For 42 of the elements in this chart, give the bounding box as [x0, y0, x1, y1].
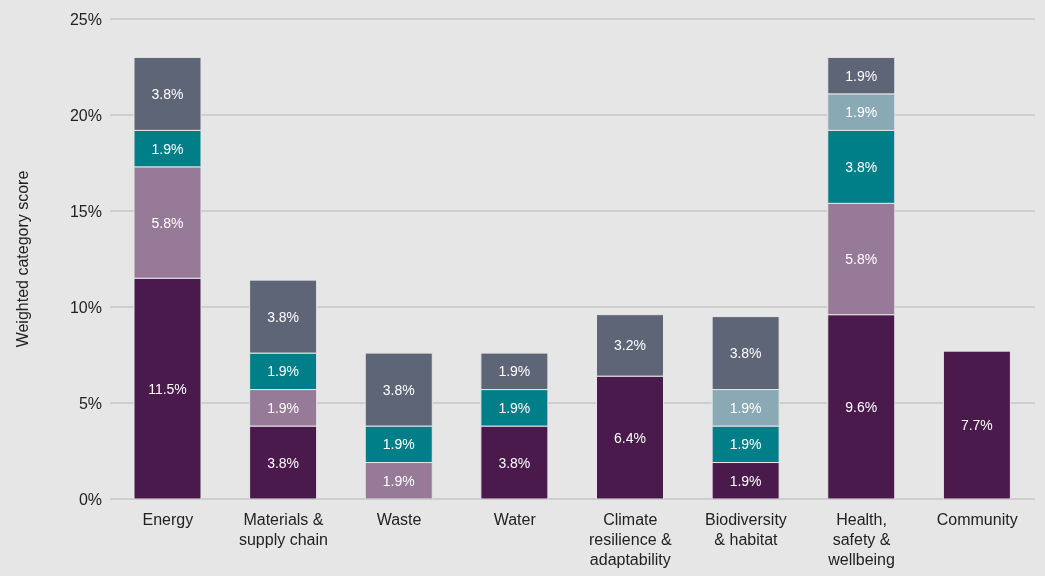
data-label: 1.9% — [498, 363, 531, 380]
y-tick-label: 10% — [69, 298, 102, 316]
data-label: 3.8% — [267, 308, 300, 325]
data-label: 1.9% — [729, 472, 762, 489]
x-tick-label: Health, safety & wellbeing — [827, 511, 895, 568]
y-tick-label: 25% — [69, 10, 102, 28]
data-label: 1.9% — [267, 399, 300, 416]
y-axis-title: Weighted category score — [13, 170, 31, 348]
data-label: 3.8% — [498, 454, 531, 471]
y-tick-label: 0% — [78, 490, 102, 508]
data-label: 5.8% — [845, 251, 878, 267]
y-tick-label: 5% — [78, 394, 102, 412]
data-label: 7.7% — [960, 417, 993, 434]
x-tick-label: Biodiversity & habitat — [705, 511, 787, 548]
data-label: 1.9% — [382, 436, 415, 453]
data-label: 5.8% — [151, 214, 184, 231]
x-tick-label: Waste — [376, 511, 422, 528]
x-tick-label: Community — [936, 511, 1018, 528]
x-tick-label: Climate resilience & adaptability — [588, 511, 672, 568]
data-label: 3.8% — [151, 85, 184, 102]
data-label: 1.9% — [729, 436, 762, 453]
data-label: 1.9% — [498, 399, 531, 416]
data-label: 3.8% — [382, 381, 415, 398]
data-label: 6.4% — [614, 429, 646, 446]
data-label: 11.5% — [148, 380, 187, 397]
x-tick-label: Water — [493, 511, 537, 528]
y-tick-label: 15% — [69, 202, 102, 220]
data-label: 9.6% — [845, 398, 878, 415]
data-label: 3.8% — [267, 454, 300, 471]
x-tick-label: Energy — [142, 511, 194, 528]
data-label: 1.9% — [845, 67, 878, 84]
x-tick-label: Materials & supply chain — [238, 511, 328, 548]
data-label: 1.9% — [382, 472, 415, 489]
y-tick-label: 20% — [69, 106, 102, 124]
data-label: 3.2% — [614, 337, 646, 354]
data-label: 1.9% — [151, 140, 184, 157]
data-label: 3.8% — [845, 158, 878, 175]
data-label: 1.9% — [845, 104, 878, 121]
data-label: 1.9% — [729, 399, 762, 416]
data-label: 3.8% — [729, 345, 762, 362]
data-label: 1.9% — [267, 363, 300, 380]
bar — [942, 350, 1011, 499]
